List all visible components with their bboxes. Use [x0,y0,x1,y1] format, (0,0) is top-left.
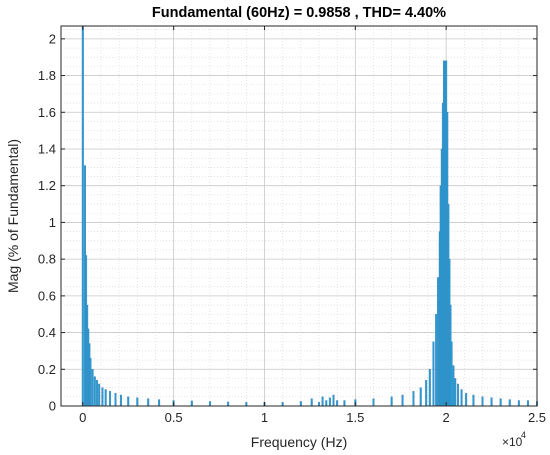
bar [147,398,150,407]
bar [454,378,457,407]
bar [281,402,284,407]
bar [328,397,331,407]
bar [419,387,422,407]
bar [372,398,375,407]
bar [114,392,117,407]
bar [526,400,529,407]
bar [499,398,502,407]
bar [401,394,404,407]
x-axis-label: Frequency (Hz) [251,434,347,450]
bar [472,394,475,407]
bar [435,314,438,407]
x-tick-labels: 0 0.5 1 1.5 2 2.5 [79,410,546,425]
bar [299,401,302,407]
bar [508,399,511,407]
x-exponent-base: ×10 [502,435,523,449]
bar [119,394,122,407]
y-tick-label: 1.4 [38,141,56,156]
bar [136,397,139,407]
y-tick-label: 0.8 [38,252,56,267]
bar [208,401,211,407]
y-tick-label: 0 [49,399,56,414]
y-tick-label: 1.2 [38,178,56,193]
bar [158,399,161,407]
bar [517,400,520,407]
y-axis-label: Mag (% of Fundamental) [5,139,21,293]
bar [227,401,230,407]
y-tick-label: 1.6 [38,105,56,120]
bar [436,277,439,407]
tick-marks [61,26,538,407]
plot-frame [60,25,538,407]
x-tick-label: 1.5 [346,410,364,425]
bar [81,25,84,407]
bar [460,389,463,407]
y-tick-label: 0.6 [38,288,56,303]
bar [432,341,435,407]
bar [428,369,431,407]
bar [95,380,98,407]
x-tick-label: 0 [79,410,86,425]
chart-title: Fundamental (60Hz) = 0.9858 , THD= 4.40% [152,5,446,21]
bar [452,365,455,407]
bar [343,400,346,407]
bar [450,341,453,407]
y-tick-labels: 0 0.2 0.4 0.6 0.8 1 1.2 1.4 1.6 1.8 2 [38,31,56,413]
bar [89,358,92,407]
bar [336,400,339,407]
bar [321,396,324,407]
bar [390,396,393,407]
bar [465,392,468,407]
bar [456,383,459,407]
bar [490,397,493,407]
y-tick-label: 0.4 [38,325,56,340]
bar [332,394,335,407]
y-tick-label: 0.2 [38,362,56,377]
bar [127,396,130,407]
bar [310,398,313,407]
bar [91,369,94,407]
x-tick-label: 1 [261,410,268,425]
y-tick-label: 2 [49,31,56,46]
y-tick-label: 1.8 [38,68,56,83]
bar [481,396,484,407]
bar [325,400,328,407]
x-exponent-power: 4 [521,430,526,440]
bar [190,400,193,407]
x-tick-label: 2.5 [528,410,546,425]
bar [98,383,101,407]
x-tick-label: 2 [443,410,450,425]
bar [104,389,107,407]
bar [245,402,248,407]
bar [425,380,428,407]
bar [93,376,96,407]
bar [317,402,320,407]
plot-area [61,26,537,406]
bar [109,391,112,407]
bar [412,391,415,407]
bar [101,387,104,407]
x-tick-label: 0.5 [165,410,183,425]
y-tick-label: 1 [49,215,56,230]
